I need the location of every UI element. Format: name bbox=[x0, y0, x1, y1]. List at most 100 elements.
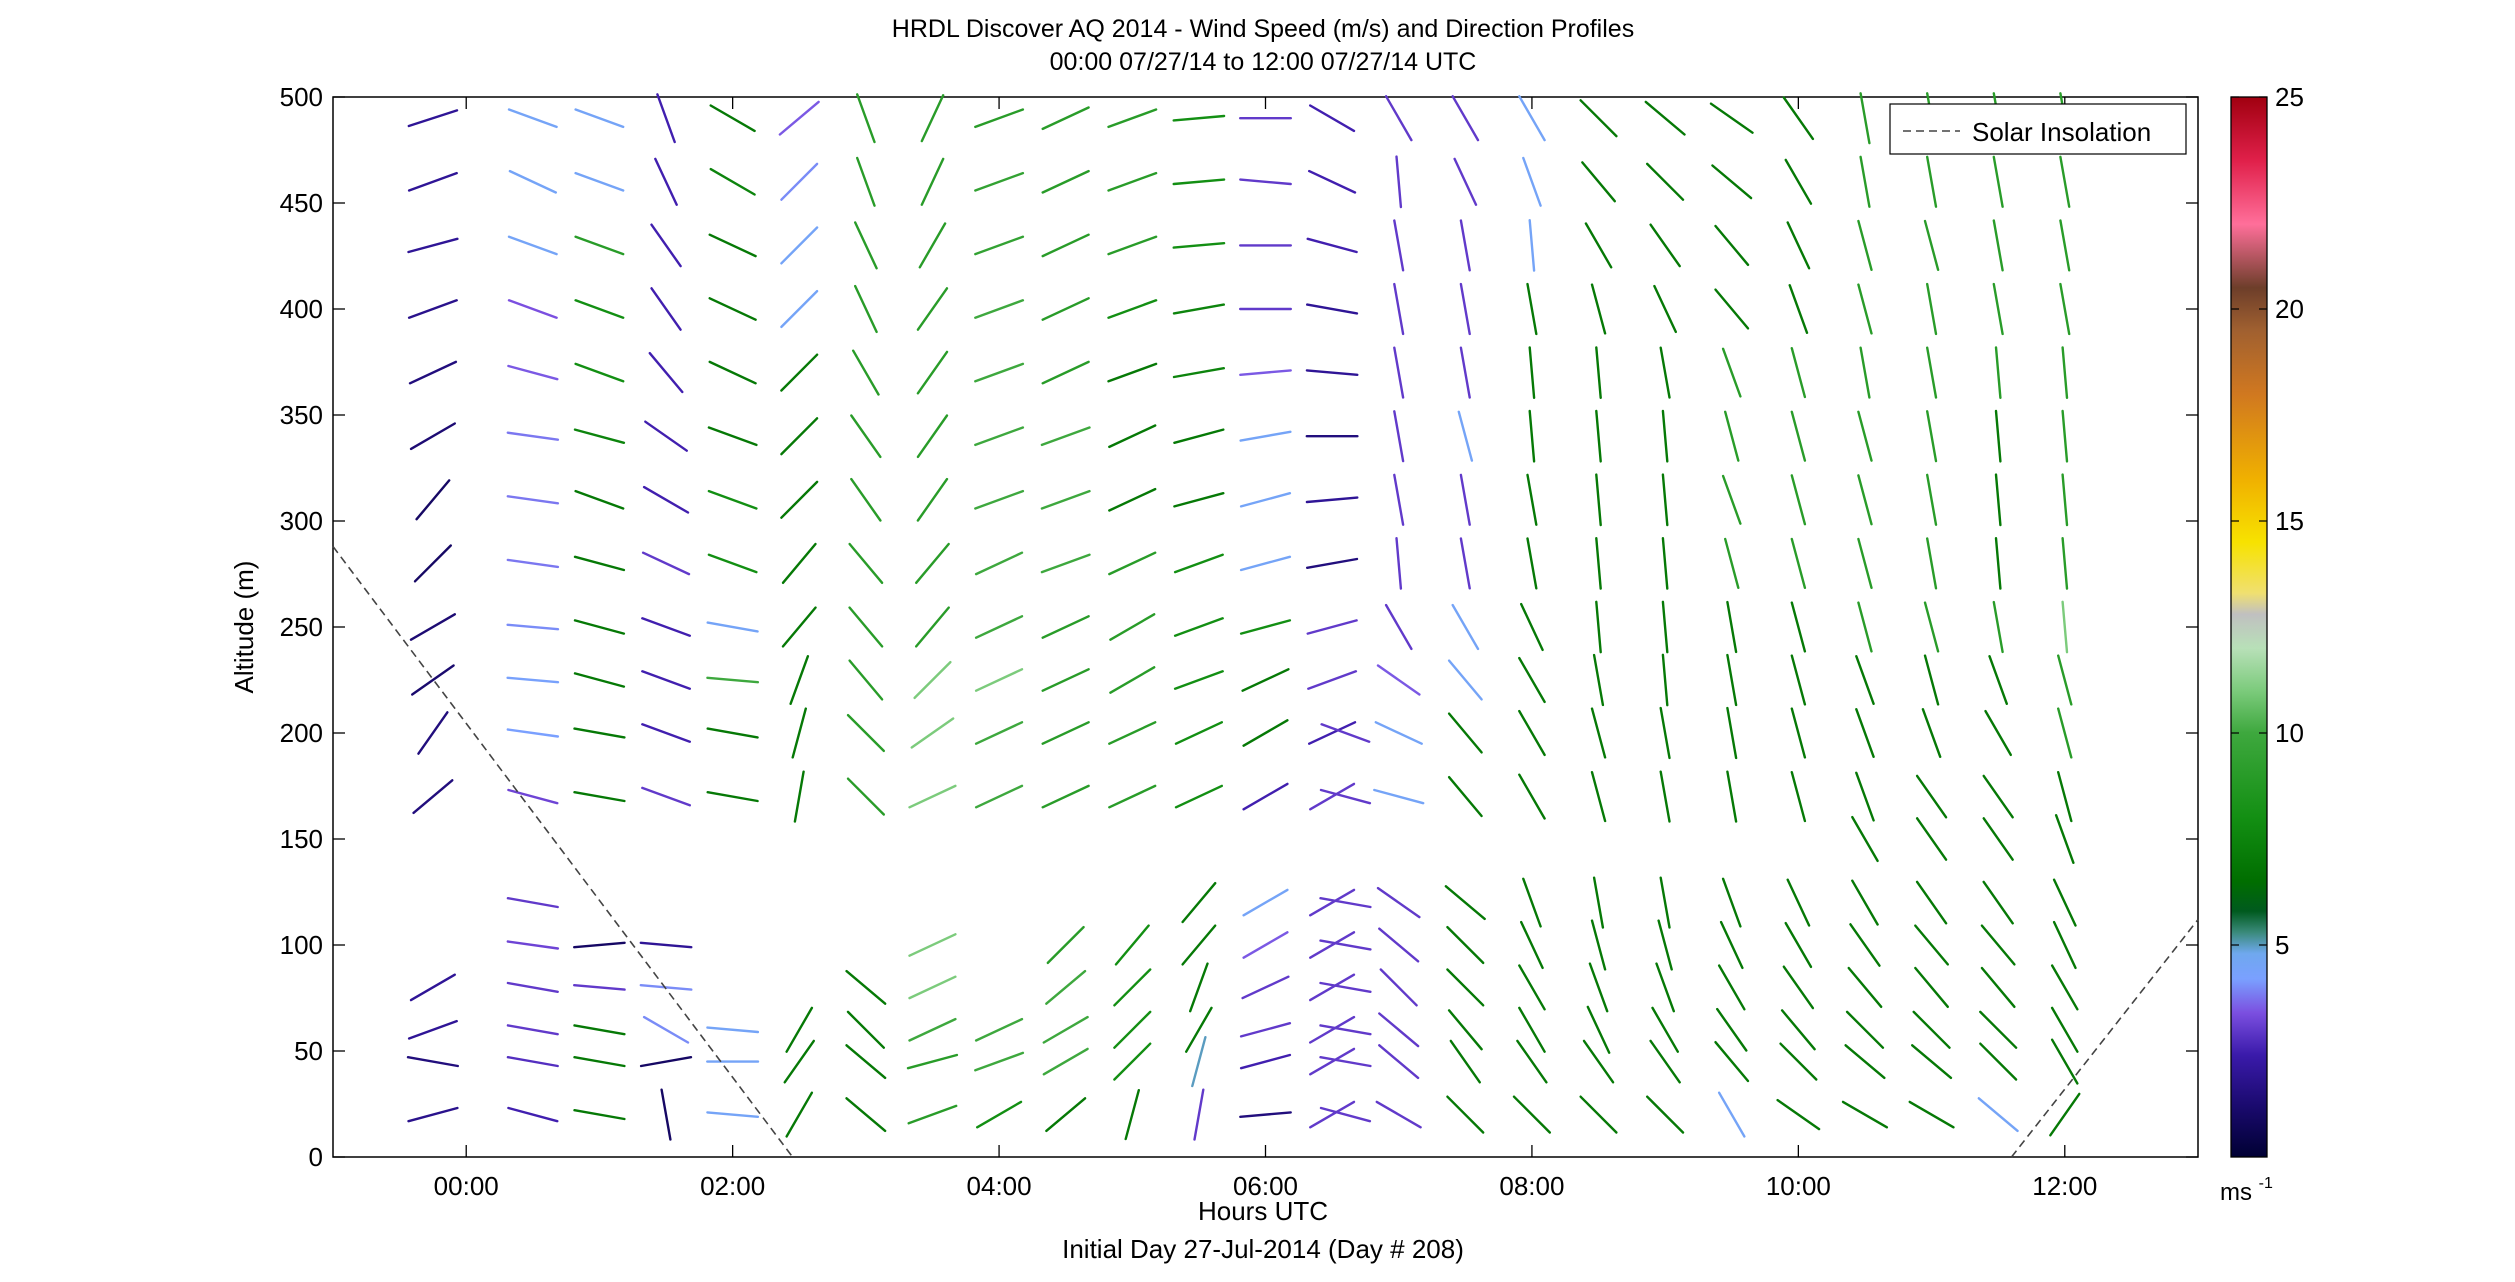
wind-vector bbox=[1307, 169, 1357, 194]
wind-vector bbox=[573, 1108, 626, 1121]
wind-vector bbox=[1041, 297, 1090, 321]
wind-vector bbox=[2059, 219, 2071, 272]
wind-vector bbox=[1124, 1088, 1141, 1141]
wind-vector bbox=[1373, 788, 1425, 805]
wind-vector bbox=[506, 1024, 559, 1036]
solar-insolation-line bbox=[332, 545, 794, 1158]
wind-vector bbox=[1923, 219, 1940, 271]
wind-vector bbox=[2061, 409, 2069, 463]
wind-vector bbox=[1239, 555, 1292, 572]
wind-vector bbox=[1173, 617, 1224, 637]
wind-vector bbox=[1994, 537, 2002, 590]
wind-vector bbox=[574, 489, 625, 510]
wind-vector bbox=[1305, 557, 1359, 569]
wind-vector bbox=[1518, 95, 1546, 142]
legend-box bbox=[1889, 103, 2187, 155]
wind-vector bbox=[506, 940, 560, 950]
wind-vector bbox=[1109, 613, 1156, 641]
wind-vector bbox=[916, 414, 949, 459]
y-tick-label: 400 bbox=[280, 294, 323, 324]
colorbar bbox=[2230, 96, 2268, 1158]
wind-vector bbox=[574, 362, 625, 383]
wind-vector bbox=[1040, 553, 1091, 574]
wind-vector bbox=[1444, 885, 1486, 921]
wind-vector bbox=[409, 613, 456, 641]
wind-vector bbox=[920, 157, 945, 206]
wind-vector bbox=[778, 100, 820, 136]
wind-vector bbox=[1306, 619, 1358, 635]
wind-vector bbox=[1921, 708, 1942, 758]
wind-vector bbox=[1308, 782, 1356, 811]
wind-vector bbox=[417, 711, 449, 755]
wind-vector bbox=[856, 93, 876, 144]
y-tick-label: 300 bbox=[280, 506, 323, 536]
wind-vector bbox=[791, 707, 807, 759]
wind-vector bbox=[1107, 235, 1158, 256]
wind-vector bbox=[1586, 1005, 1611, 1054]
wind-vector bbox=[1992, 600, 2004, 654]
wind-vector bbox=[1173, 428, 1225, 444]
wind-vector bbox=[409, 422, 456, 451]
x-tick-label: 10:00 bbox=[1766, 1171, 1831, 1201]
wind-vector bbox=[407, 1019, 458, 1040]
wind-vector bbox=[574, 171, 625, 192]
wind-vector bbox=[1849, 923, 1881, 967]
wind-vector bbox=[974, 489, 1025, 510]
wind-vector bbox=[1172, 367, 1226, 379]
wind-vector bbox=[1319, 788, 1372, 805]
wind-vector bbox=[1844, 1044, 1886, 1080]
wind-vector bbox=[1914, 924, 1950, 966]
wind-vector bbox=[1653, 284, 1678, 334]
wind-vector bbox=[1914, 966, 1950, 1008]
wind-vector bbox=[1308, 931, 1356, 959]
wind-vector bbox=[1723, 537, 1740, 589]
wind-vector bbox=[507, 108, 558, 129]
wind-vector bbox=[1857, 410, 1873, 462]
wind-vector bbox=[1319, 1055, 1372, 1068]
wind-vector bbox=[1714, 1040, 1750, 1083]
wind-vector bbox=[1661, 653, 1669, 707]
wind-vector bbox=[1659, 706, 1671, 760]
wind-vector bbox=[574, 108, 625, 129]
wind-vector bbox=[2054, 814, 2075, 864]
wind-vector bbox=[573, 1055, 626, 1068]
wind-vector bbox=[1590, 919, 1607, 971]
solar-insolation-layer bbox=[332, 545, 2199, 1158]
wind-vector bbox=[845, 1097, 887, 1133]
wind-vector bbox=[848, 606, 884, 648]
wind-vector bbox=[780, 226, 819, 265]
wind-vector bbox=[1721, 877, 1742, 928]
wind-vector bbox=[974, 235, 1025, 256]
wind-vector bbox=[1305, 369, 1359, 376]
wind-vector bbox=[781, 606, 817, 648]
y-tick-label: 450 bbox=[280, 188, 323, 218]
wind-vector bbox=[789, 655, 810, 705]
y-axis: 0 50 100 150 200 250 300 350 400 450 500 bbox=[280, 82, 2198, 1172]
wind-vector bbox=[408, 360, 458, 385]
wind-vector bbox=[1526, 282, 1538, 336]
x-tick-label: 02:00 bbox=[700, 1171, 765, 1201]
wind-vector bbox=[920, 94, 945, 143]
wind-vector bbox=[1841, 1100, 1889, 1129]
wind-vector bbox=[1711, 164, 1753, 200]
x-tick-label: 06:00 bbox=[1233, 1171, 1298, 1201]
wind-vector bbox=[1994, 409, 2002, 463]
wind-vector bbox=[845, 969, 887, 1005]
wind-vector bbox=[1908, 1100, 1955, 1129]
wind-vector bbox=[1790, 474, 1807, 526]
wind-vector bbox=[916, 287, 949, 331]
wind-vector bbox=[1307, 721, 1357, 745]
wind-vector bbox=[1173, 492, 1225, 508]
wind-vector bbox=[1723, 410, 1740, 462]
colorbar-unit-base: ms bbox=[2220, 1179, 2252, 1206]
wind-vector bbox=[1242, 719, 1289, 747]
wind-vector bbox=[1184, 1006, 1213, 1053]
wind-vector bbox=[1923, 654, 1940, 706]
wind-vector bbox=[574, 299, 625, 319]
wind-vector bbox=[2059, 282, 2071, 336]
colorbar-unit-exponent: -1 bbox=[2259, 1175, 2273, 1192]
wind-vector bbox=[1108, 551, 1157, 576]
wind-vector bbox=[1726, 706, 1738, 760]
wind-vector bbox=[1308, 1015, 1356, 1044]
wind-vector bbox=[1590, 771, 1607, 823]
